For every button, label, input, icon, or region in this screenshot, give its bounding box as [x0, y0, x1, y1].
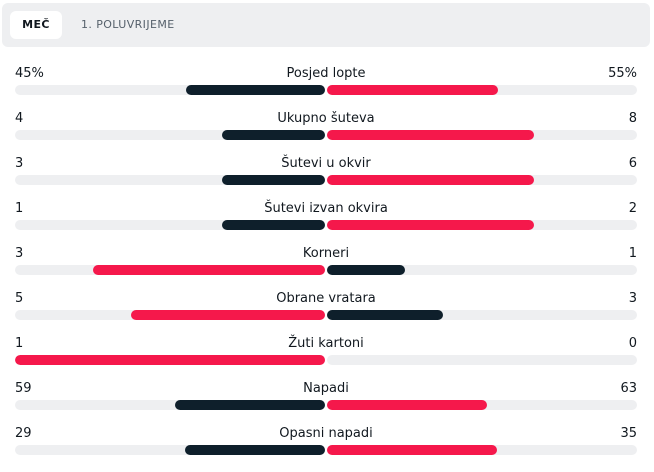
- home-bar-track: [15, 355, 325, 365]
- stat-row-corners: 3 Korneri 1: [0, 246, 654, 282]
- away-bar-track: [327, 265, 637, 275]
- home-bar-fill: [221, 220, 325, 230]
- away-value: 2: [628, 201, 637, 216]
- stat-row-shots-off-target: 1 Šutevi izvan okvira 2: [0, 201, 654, 237]
- away-bar-fill: [327, 175, 534, 185]
- home-value: 1: [15, 201, 24, 216]
- home-bar-track: [15, 130, 325, 140]
- stat-label: Posjed lopte: [286, 66, 366, 81]
- away-bar-fill: [327, 220, 534, 230]
- home-bar-track: [15, 445, 325, 455]
- home-bar-track: [15, 220, 325, 230]
- home-bar-fill: [221, 130, 325, 140]
- away-bar-track: [327, 130, 637, 140]
- away-value: 3: [628, 291, 637, 306]
- stat-row-goalkeeper-saves: 5 Obrane vratara 3: [0, 291, 654, 327]
- home-bar-track: [15, 310, 325, 320]
- away-bar-fill: [327, 85, 498, 95]
- stat-label: Napadi: [303, 381, 349, 396]
- period-tab-bar: MEČ 1. POLUVRIJEME: [2, 3, 650, 47]
- stat-row-total-shots: 4 Ukupno šuteva 8: [0, 111, 654, 147]
- away-value: 0: [628, 336, 637, 351]
- away-value: 35: [620, 426, 637, 441]
- away-bar-track: [327, 310, 637, 320]
- away-bar-fill: [327, 310, 444, 320]
- home-value: 3: [15, 246, 24, 261]
- home-bar-fill: [185, 85, 325, 95]
- stat-row-attacks: 59 Napadi 63: [0, 381, 654, 417]
- away-bar-fill: [327, 130, 534, 140]
- stat-label: Šutevi u okvir: [281, 156, 371, 171]
- home-value: 5: [15, 291, 24, 306]
- home-value: 1: [15, 336, 24, 351]
- home-bar-track: [15, 400, 325, 410]
- home-bar-fill: [15, 355, 325, 365]
- home-bar-track: [15, 85, 325, 95]
- away-bar-track: [327, 400, 637, 410]
- home-value: 4: [15, 111, 24, 126]
- away-bar-fill: [327, 400, 488, 410]
- stat-row-dangerous-attacks: 29 Opasni napadi 35: [0, 426, 654, 462]
- away-value: 55%: [608, 66, 637, 81]
- away-bar-track: [327, 220, 637, 230]
- home-bar-fill: [221, 175, 325, 185]
- stat-label: Žuti kartoni: [288, 336, 364, 351]
- home-bar-fill: [184, 445, 325, 455]
- stat-label: Šutevi izvan okvira: [264, 201, 388, 216]
- stat-label: Opasni napadi: [279, 426, 373, 441]
- home-value: 29: [15, 426, 32, 441]
- home-value: 59: [15, 381, 32, 396]
- home-bar-fill: [92, 265, 325, 275]
- home-bar-track: [15, 265, 325, 275]
- away-value: 63: [620, 381, 637, 396]
- home-value: 3: [15, 156, 24, 171]
- away-value: 8: [628, 111, 637, 126]
- stat-row-possession: 45% Posjed lopte 55%: [0, 66, 654, 102]
- home-bar-fill: [131, 310, 325, 320]
- away-bar-track: [327, 85, 637, 95]
- away-bar-track: [327, 445, 637, 455]
- stat-label: Korneri: [302, 246, 350, 261]
- away-value: 1: [628, 246, 637, 261]
- away-value: 6: [628, 156, 637, 171]
- home-bar-track: [15, 175, 325, 185]
- stat-label: Ukupno šuteva: [277, 111, 375, 126]
- stat-label: Obrane vratara: [276, 291, 376, 306]
- tab-match[interactable]: MEČ: [10, 11, 62, 39]
- tab-first-half[interactable]: 1. POLUVRIJEME: [81, 18, 175, 31]
- away-bar-track: [327, 355, 637, 365]
- away-bar-track: [327, 175, 637, 185]
- stat-row-shots-on-target: 3 Šutevi u okvir 6: [0, 156, 654, 192]
- away-bar-fill: [327, 445, 497, 455]
- home-value: 45%: [15, 66, 44, 81]
- home-bar-fill: [175, 400, 325, 410]
- away-bar-fill: [327, 265, 405, 275]
- stat-row-yellow-cards: 1 Žuti kartoni 0: [0, 336, 654, 372]
